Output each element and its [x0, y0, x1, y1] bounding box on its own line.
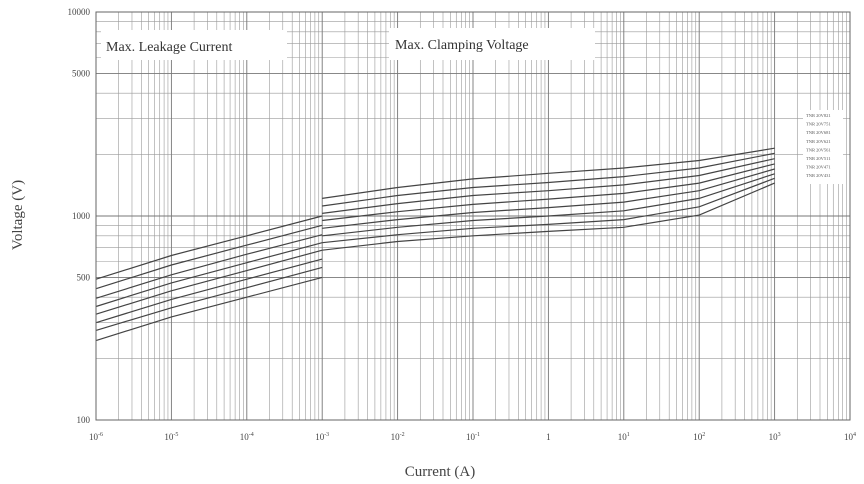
clamping-series-line-8 — [322, 182, 775, 251]
clamping-series-line-7 — [322, 177, 775, 244]
leakage-series-line-4 — [95, 242, 323, 308]
clamping-region-label: Max. Clamping Voltage — [395, 38, 529, 53]
clamping-series-line-1 — [322, 147, 775, 199]
x-tick-label: 10-5 — [164, 432, 178, 442]
leakage-series-line-6 — [95, 258, 323, 324]
leakage-series-group — [95, 215, 323, 342]
x-tick-label: 1 — [546, 432, 551, 442]
leakage-series-line-5 — [95, 249, 323, 315]
legend: TNR 20V821 TNR 20V751 TNR 20V681 TNR 20V621… — [806, 113, 831, 178]
x-axis-label: Current (A) — [405, 464, 475, 480]
clamping-series-line-4 — [322, 163, 775, 222]
clamping-series-line-2 — [322, 152, 775, 207]
leakage-region-label: Max. Leakage Current — [106, 40, 232, 55]
leakage-label-box — [101, 30, 287, 60]
legend-box — [803, 110, 843, 184]
legend-item: TNR 20V681 — [806, 130, 831, 135]
y-tick-label: 500 — [77, 272, 91, 282]
x-tick-label: 102 — [693, 432, 705, 442]
x-tick-labels: 10-6 10-5 10-4 10-3 10-2 10-1 1 101 102 103 104 — [89, 432, 856, 442]
legend-item: TNR 20V511 — [806, 156, 830, 161]
legend-item: TNR 20V751 — [806, 122, 831, 127]
x-tick-label: 101 — [618, 432, 630, 442]
leakage-series-line-7 — [95, 266, 323, 331]
y-tick-label: 5000 — [72, 68, 91, 78]
x-tick-label: 10-1 — [466, 432, 480, 442]
y-tick-labels: 100 500 1000 5000 10000 — [68, 7, 91, 425]
legend-item: TNR 20V431 — [806, 173, 831, 178]
y-axis-label: Voltage (V) — [10, 180, 26, 250]
y-tick-label: 1000 — [72, 211, 91, 221]
legend-item: TNR 20V621 — [806, 139, 831, 144]
clamping-series-line-6 — [322, 173, 775, 237]
x-tick-label: 10-6 — [89, 432, 103, 442]
legend-item: TNR 20V821 — [806, 113, 831, 118]
clamping-series-line-5 — [322, 168, 775, 229]
clamping-label-box — [389, 28, 595, 60]
clamping-series-group — [322, 147, 775, 251]
leakage-series-line-3 — [95, 234, 323, 299]
x-tick-label: 103 — [769, 432, 781, 442]
x-tick-label: 10-4 — [240, 432, 254, 442]
y-tick-label: 100 — [77, 415, 91, 425]
x-tick-label: 104 — [844, 432, 856, 442]
clamping-series-line-3 — [322, 158, 775, 214]
plot-frame — [95, 11, 851, 421]
y-tick-label: 10000 — [68, 7, 91, 17]
leakage-series-line-2 — [95, 224, 323, 290]
x-tick-label: 10-3 — [315, 432, 329, 442]
legend-item: TNR 20V471 — [806, 165, 831, 170]
x-tick-label: 10-2 — [391, 432, 405, 442]
leakage-series-line-8 — [95, 276, 323, 342]
leakage-series-line-1 — [95, 215, 323, 280]
legend-item: TNR 20V561 — [806, 147, 831, 152]
